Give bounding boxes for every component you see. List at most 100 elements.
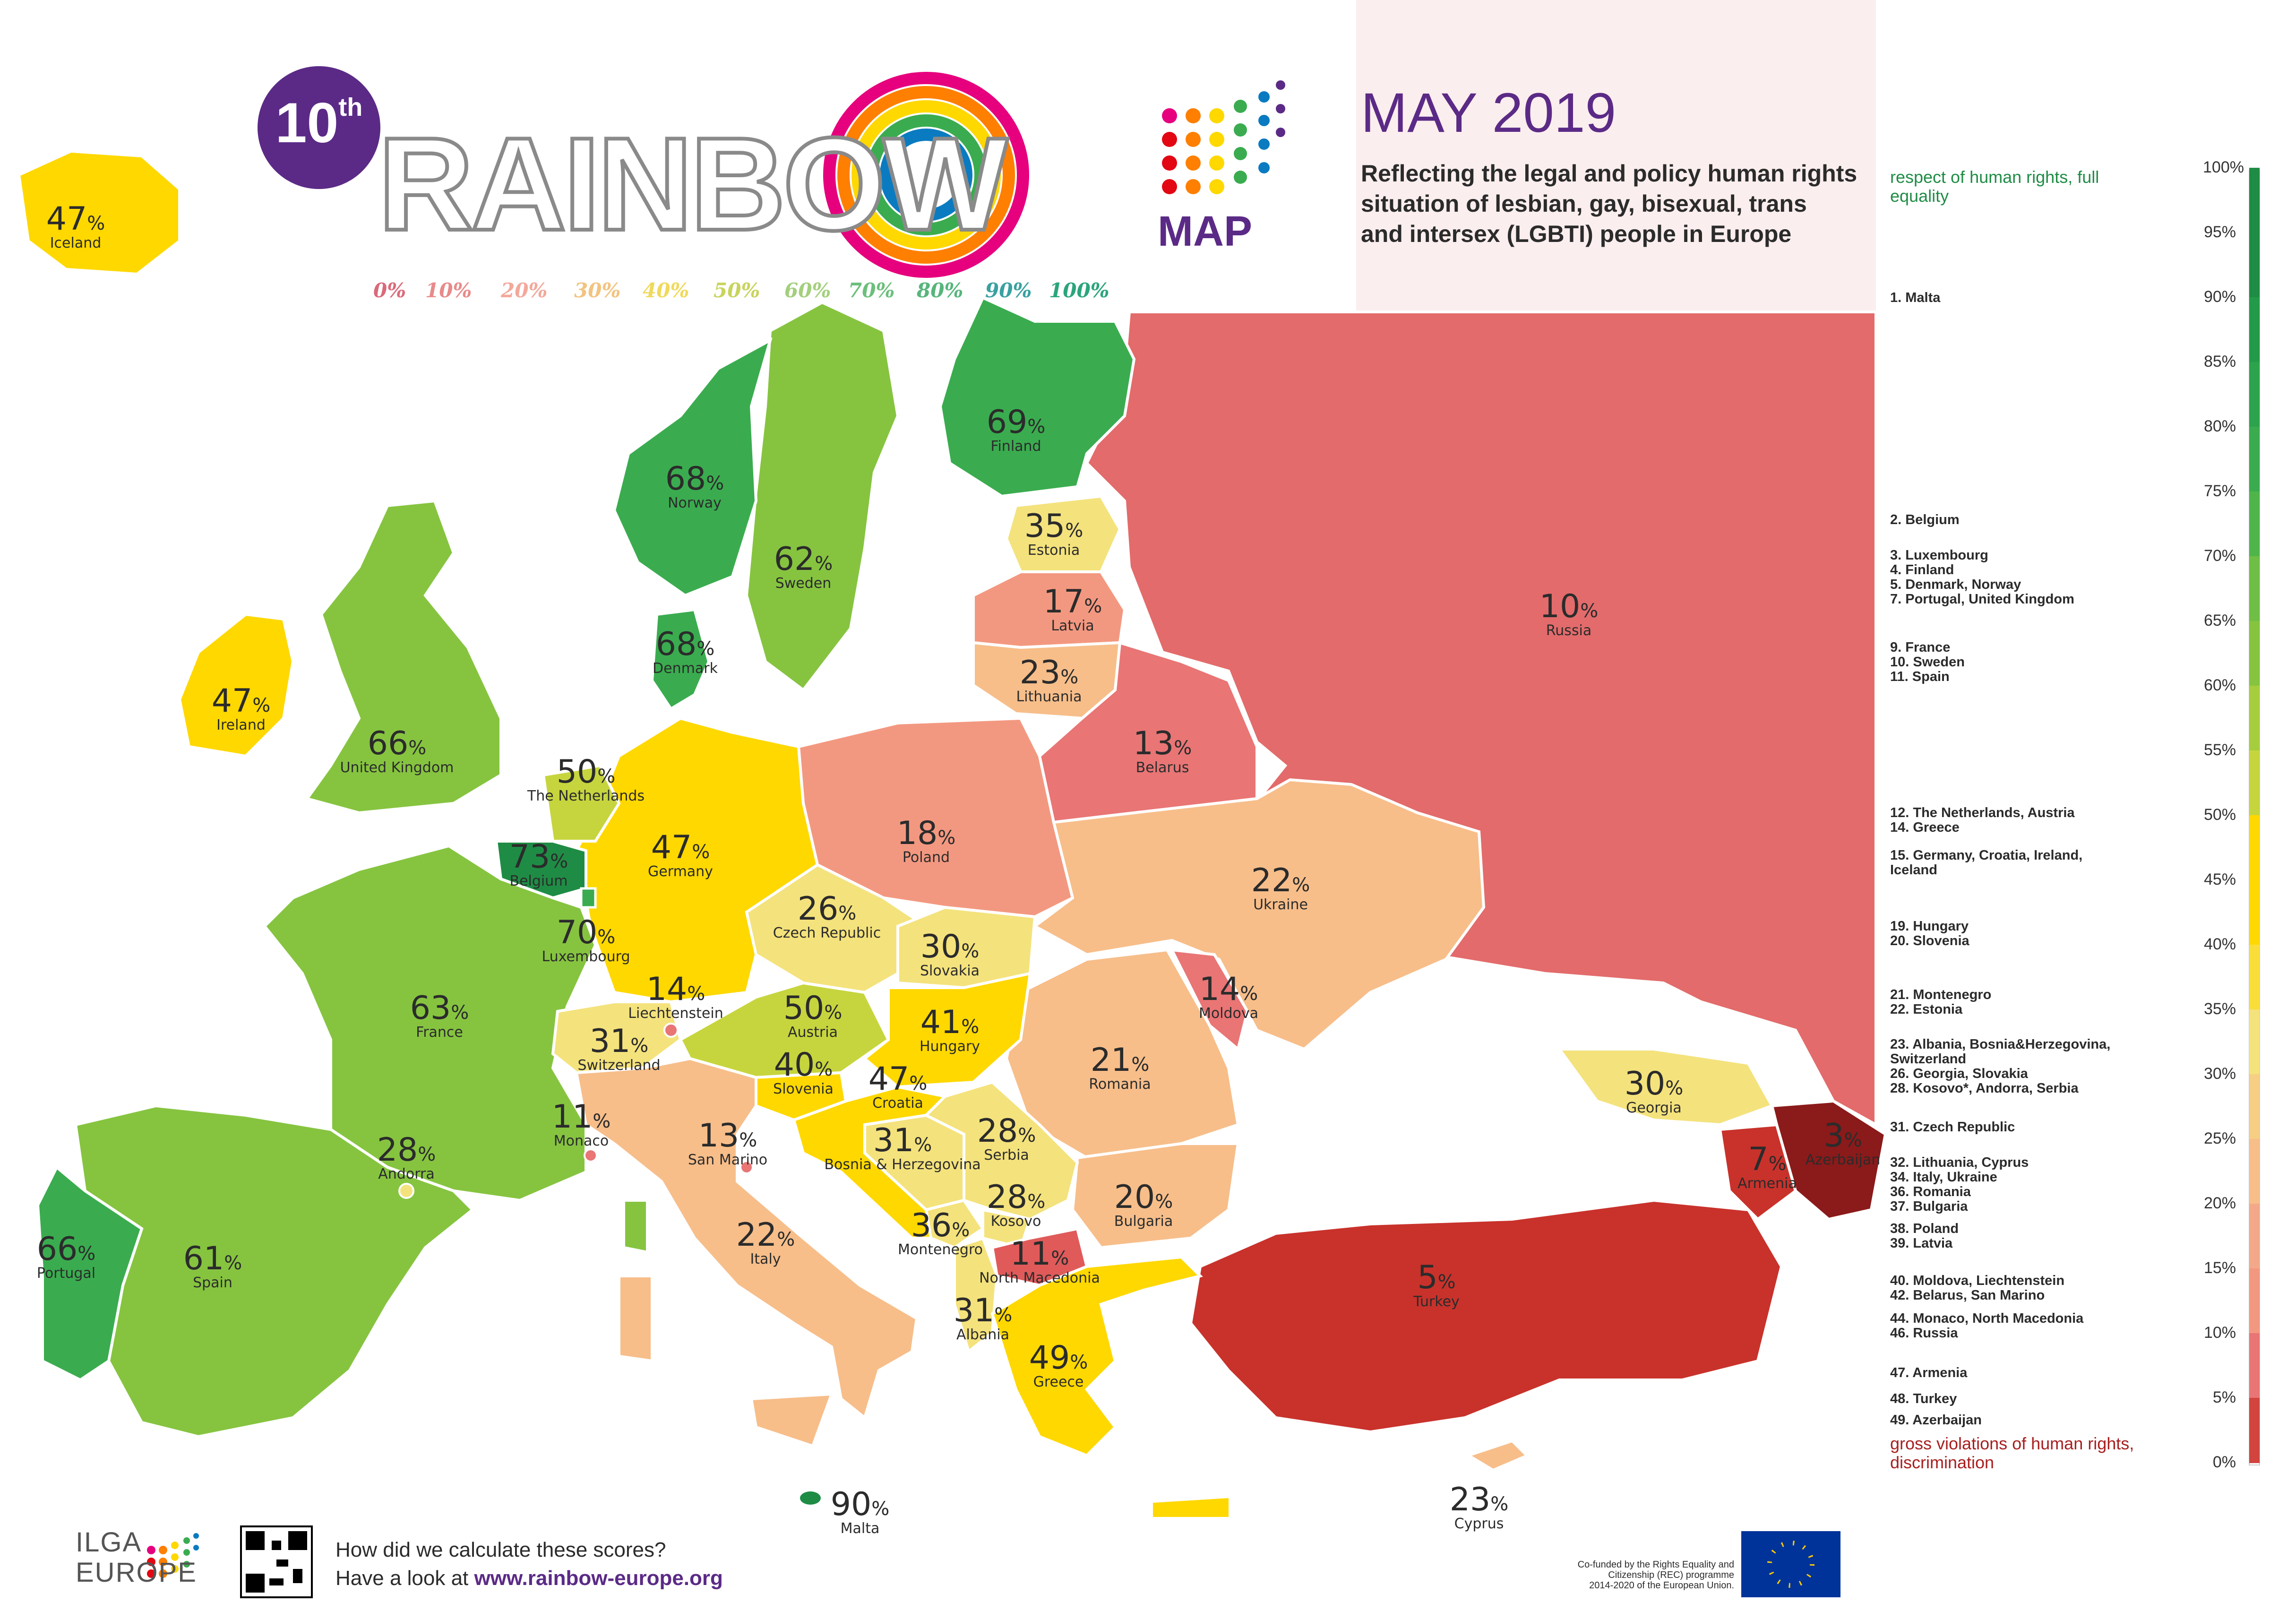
percent-sign: % (1084, 595, 1102, 617)
country-name: Turkey (1413, 1293, 1460, 1310)
country-score: 31% (590, 1023, 649, 1060)
subtitle-line-1: Reflecting the legal and policy human ri… (1361, 160, 1857, 187)
country-score: 14% (646, 971, 705, 1008)
percent-sign: % (1844, 1129, 1862, 1151)
percent-sign: % (1174, 737, 1192, 759)
header-background-tint (1356, 0, 1876, 312)
country-score: 90% (831, 1486, 890, 1523)
country-name: Cyprus (1454, 1516, 1504, 1532)
map-subtitle-word: MAP (1158, 208, 1252, 255)
country-score: 47% (212, 682, 271, 720)
scale-tick-label: 80% (2203, 417, 2236, 435)
country-name: Austria (788, 1024, 838, 1041)
score-value: 13 (698, 1117, 740, 1154)
country-label-spain: 61% Spain (183, 1243, 242, 1290)
country-score: 14% (1199, 971, 1258, 1008)
hungary-shape (862, 972, 1032, 1089)
qr-code (240, 1525, 313, 1598)
country-label-kosovo: 28% Kosovo (987, 1181, 1046, 1229)
finland-shape (938, 296, 1136, 498)
ranking-line: 36. Romania (1890, 1184, 1971, 1199)
country-label-france: 63% France (410, 992, 469, 1040)
percent-sign: % (1240, 983, 1258, 1005)
country-label-united-kingdom: 66% United Kingdom (340, 728, 454, 775)
score-value: 23 (1019, 654, 1061, 691)
scale-color-step (2249, 1333, 2260, 1398)
country-name: France (416, 1024, 463, 1041)
score-value: 18 (896, 815, 938, 852)
scale-tick-label: 95% (2203, 223, 2236, 241)
ranking-line: 38. Poland (1890, 1221, 1959, 1236)
scale-label-30: 30% (574, 279, 621, 302)
ranking-line: 34. Italy, Ukraine (1890, 1170, 1997, 1185)
country-label-iceland: 47% Iceland (46, 203, 105, 250)
country-name: North Macedonia (979, 1270, 1100, 1286)
country-name: Malta (840, 1520, 880, 1537)
scale-color-step (2249, 1074, 2260, 1139)
country-label-ukraine: 22% Ukraine (1251, 865, 1310, 912)
percent-sign: % (1292, 874, 1310, 896)
ranking-group: 1. Malta (1890, 291, 1940, 305)
country-score: 3% (1823, 1117, 1862, 1154)
netherlands-shape (542, 764, 621, 843)
score-value: 50 (556, 753, 598, 791)
country-score: 22% (736, 1216, 795, 1254)
country-name: Luxembourg (542, 948, 630, 965)
country-label-latvia: 17% Latvia (1043, 586, 1102, 633)
sardinia-shape (618, 1275, 654, 1363)
scale-tick-label: 60% (2203, 676, 2236, 694)
country-label-greece: 49% Greece (1029, 1342, 1088, 1389)
ranking-line: 3. Luxembourg (1890, 548, 1988, 563)
scale-tick-label: 15% (2203, 1259, 2236, 1277)
country-score: 11% (552, 1098, 611, 1136)
percent-sign: % (697, 638, 715, 660)
country-label-monaco: 11% Monaco (552, 1101, 611, 1148)
country-score: 47% (651, 829, 710, 866)
score-value: 47 (651, 829, 692, 866)
country-label-poland: 18% Poland (897, 818, 956, 865)
percent-sign: % (408, 737, 427, 759)
score-value: 20 (1114, 1179, 1155, 1216)
cofund-text: Co-funded by the Rights Equality and Cit… (1488, 1559, 1734, 1591)
country-name: Norway (668, 495, 722, 511)
scale-tick-label: 0% (2212, 1453, 2236, 1471)
scale-color-step (2249, 1204, 2260, 1269)
country-label-andorra: 28% Andorra (377, 1134, 436, 1181)
percent-sign: % (593, 1111, 611, 1132)
ranking-line: 21. Montenegro (1890, 987, 1992, 1002)
sweden-shape (745, 301, 900, 692)
iceland-shape (17, 149, 181, 276)
score-value: 31 (873, 1122, 914, 1159)
liechtenstein-shape (663, 1023, 679, 1038)
ranking-line: 12. The Netherlands, Austria (1890, 805, 2075, 820)
country-label-north-macedonia: 11% North Macedonia (979, 1238, 1100, 1285)
scale-color-step (2249, 621, 2260, 686)
score-value: 30 (920, 928, 962, 965)
ranking-group: 32. Lithuania, Cyprus 34. Italy, Ukraine 3… (1890, 1155, 2029, 1214)
score-value: 69 (986, 404, 1028, 441)
percent-sign: % (451, 1002, 469, 1024)
country-score: 35% (1024, 508, 1084, 545)
country-name: Switzerland (577, 1057, 661, 1074)
country-label-luxembourg: 70% Luxembourg (542, 917, 630, 964)
ranking-group: 48. Turkey (1890, 1392, 1957, 1406)
ireland-shape (178, 612, 295, 758)
country-label-moldova: 14% Moldova (1199, 973, 1258, 1021)
percent-sign: % (909, 1073, 928, 1094)
scale-label-80: 80% (917, 279, 963, 302)
country-name: Lithuania (1016, 689, 1082, 705)
country-score: 28% (987, 1179, 1046, 1216)
percent-sign: % (550, 851, 568, 872)
calc-text: How did we calculate these scores? Have … (335, 1536, 723, 1593)
percent-sign: % (1580, 600, 1599, 622)
country-label-austria: 50% Austria (783, 992, 843, 1040)
country-score: 28% (377, 1131, 436, 1169)
scale-tick-label: 75% (2203, 482, 2236, 500)
score-value: 3 (1823, 1117, 1844, 1154)
country-name: Azerbaijan (1805, 1152, 1881, 1168)
malta-shape (800, 1491, 821, 1505)
website-link[interactable]: www.rainbow-europe.org (474, 1567, 723, 1590)
country-label-norway: 68% Norway (665, 463, 724, 510)
country-name: Latvia (1051, 618, 1094, 634)
